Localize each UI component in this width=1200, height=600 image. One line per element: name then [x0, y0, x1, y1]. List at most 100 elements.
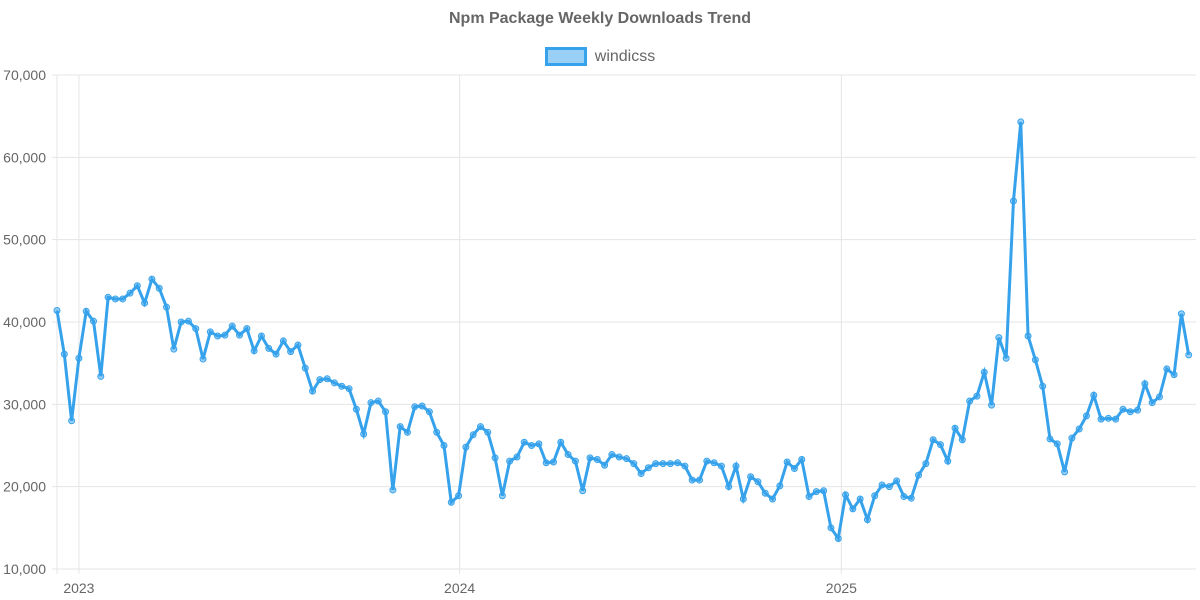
data-point — [476, 423, 484, 431]
data-point — [535, 440, 543, 448]
data-point — [696, 476, 704, 484]
data-point — [272, 350, 280, 358]
y-axis: 10,000 20,000 30,000 40,000 50,000 60,000 70,0… — [3, 67, 46, 577]
data-point — [973, 392, 981, 400]
data-point — [958, 436, 966, 444]
data-point — [484, 428, 492, 436]
data-point — [579, 487, 587, 495]
data-point — [1126, 408, 1134, 416]
data-point — [783, 458, 791, 466]
y-tick-label: 10,000 — [3, 561, 46, 577]
data-point — [623, 455, 630, 463]
data-point — [119, 295, 127, 303]
data-point — [367, 399, 375, 407]
data-point — [615, 453, 623, 461]
y-tick-label: 70,000 — [3, 67, 46, 83]
data-point — [776, 482, 784, 490]
data-point — [403, 428, 411, 436]
chart-title: Npm Package Weekly Downloads Trend — [448, 10, 752, 27]
data-point — [725, 483, 733, 491]
data-point — [1075, 425, 1083, 433]
data-point — [739, 495, 747, 503]
data-point — [769, 495, 777, 503]
data-point — [338, 382, 346, 390]
data-point — [1082, 412, 1090, 420]
data-point — [710, 459, 718, 467]
data-point — [929, 436, 937, 444]
data-point — [878, 481, 886, 489]
data-point — [922, 460, 930, 468]
data-point — [754, 478, 762, 486]
data-point — [966, 397, 974, 405]
data-point — [418, 402, 426, 410]
data-point — [1068, 434, 1076, 442]
data-point — [425, 408, 433, 416]
data-point — [1024, 332, 1032, 340]
x-tick-label: 2025 — [826, 580, 857, 596]
data-point — [1177, 310, 1185, 318]
data-point — [97, 372, 105, 380]
data-point — [863, 516, 871, 524]
data-point — [323, 375, 331, 383]
data-point — [294, 341, 302, 349]
data-point — [1104, 414, 1112, 422]
data-point — [214, 332, 222, 340]
data-point — [287, 348, 295, 356]
data-point — [309, 387, 317, 395]
data-point — [155, 284, 163, 292]
data-point — [936, 441, 944, 449]
data-point — [856, 495, 864, 503]
data-point — [192, 325, 200, 333]
y-tick-label: 50,000 — [3, 232, 46, 248]
data-point — [1039, 382, 1047, 390]
data-point — [564, 451, 572, 459]
data-point — [915, 471, 923, 479]
data-point — [1046, 435, 1054, 443]
legend-swatch[interactable] — [544, 47, 587, 66]
data-point — [330, 379, 338, 387]
data-point — [1141, 380, 1149, 388]
data-point — [747, 473, 755, 481]
data-point — [104, 293, 112, 301]
data-point — [995, 334, 1003, 342]
data-point — [265, 344, 273, 352]
data-point — [571, 457, 579, 465]
data-point — [907, 494, 915, 502]
data-point — [586, 454, 594, 462]
data-point — [1155, 393, 1163, 401]
data-point — [827, 524, 835, 532]
data-point — [462, 443, 470, 451]
data-point — [228, 322, 236, 330]
data-point — [170, 345, 178, 353]
data-point — [301, 364, 309, 372]
y-tick-label: 20,000 — [3, 479, 46, 495]
data-point — [163, 303, 171, 311]
data-point — [1090, 391, 1098, 399]
data-point — [455, 492, 463, 500]
data-point — [900, 493, 908, 501]
data-point — [885, 483, 893, 491]
data-point — [593, 455, 601, 463]
data-point — [988, 401, 996, 409]
data-point — [842, 491, 850, 499]
data-point — [1002, 354, 1010, 362]
data-point — [849, 505, 857, 513]
data-point — [652, 460, 660, 468]
data-point — [761, 489, 769, 497]
data-point — [90, 317, 98, 325]
data-point — [871, 492, 879, 500]
data-point — [279, 337, 287, 345]
data-point — [126, 289, 134, 297]
data-point — [60, 350, 68, 358]
legend-label[interactable]: windicss — [594, 47, 656, 65]
data-point — [1009, 197, 1017, 205]
data-point — [688, 476, 696, 484]
data-point — [199, 355, 207, 363]
data-point — [659, 460, 667, 468]
data-point — [1053, 440, 1061, 448]
data-point — [805, 493, 813, 501]
data-point — [243, 325, 251, 333]
data-point — [469, 431, 477, 439]
data-point — [75, 354, 83, 362]
